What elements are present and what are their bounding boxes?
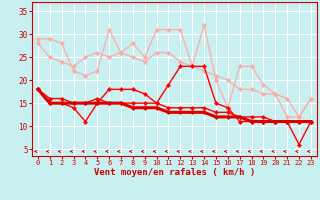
X-axis label: Vent moyen/en rafales ( km/h ): Vent moyen/en rafales ( km/h ) [94, 168, 255, 177]
